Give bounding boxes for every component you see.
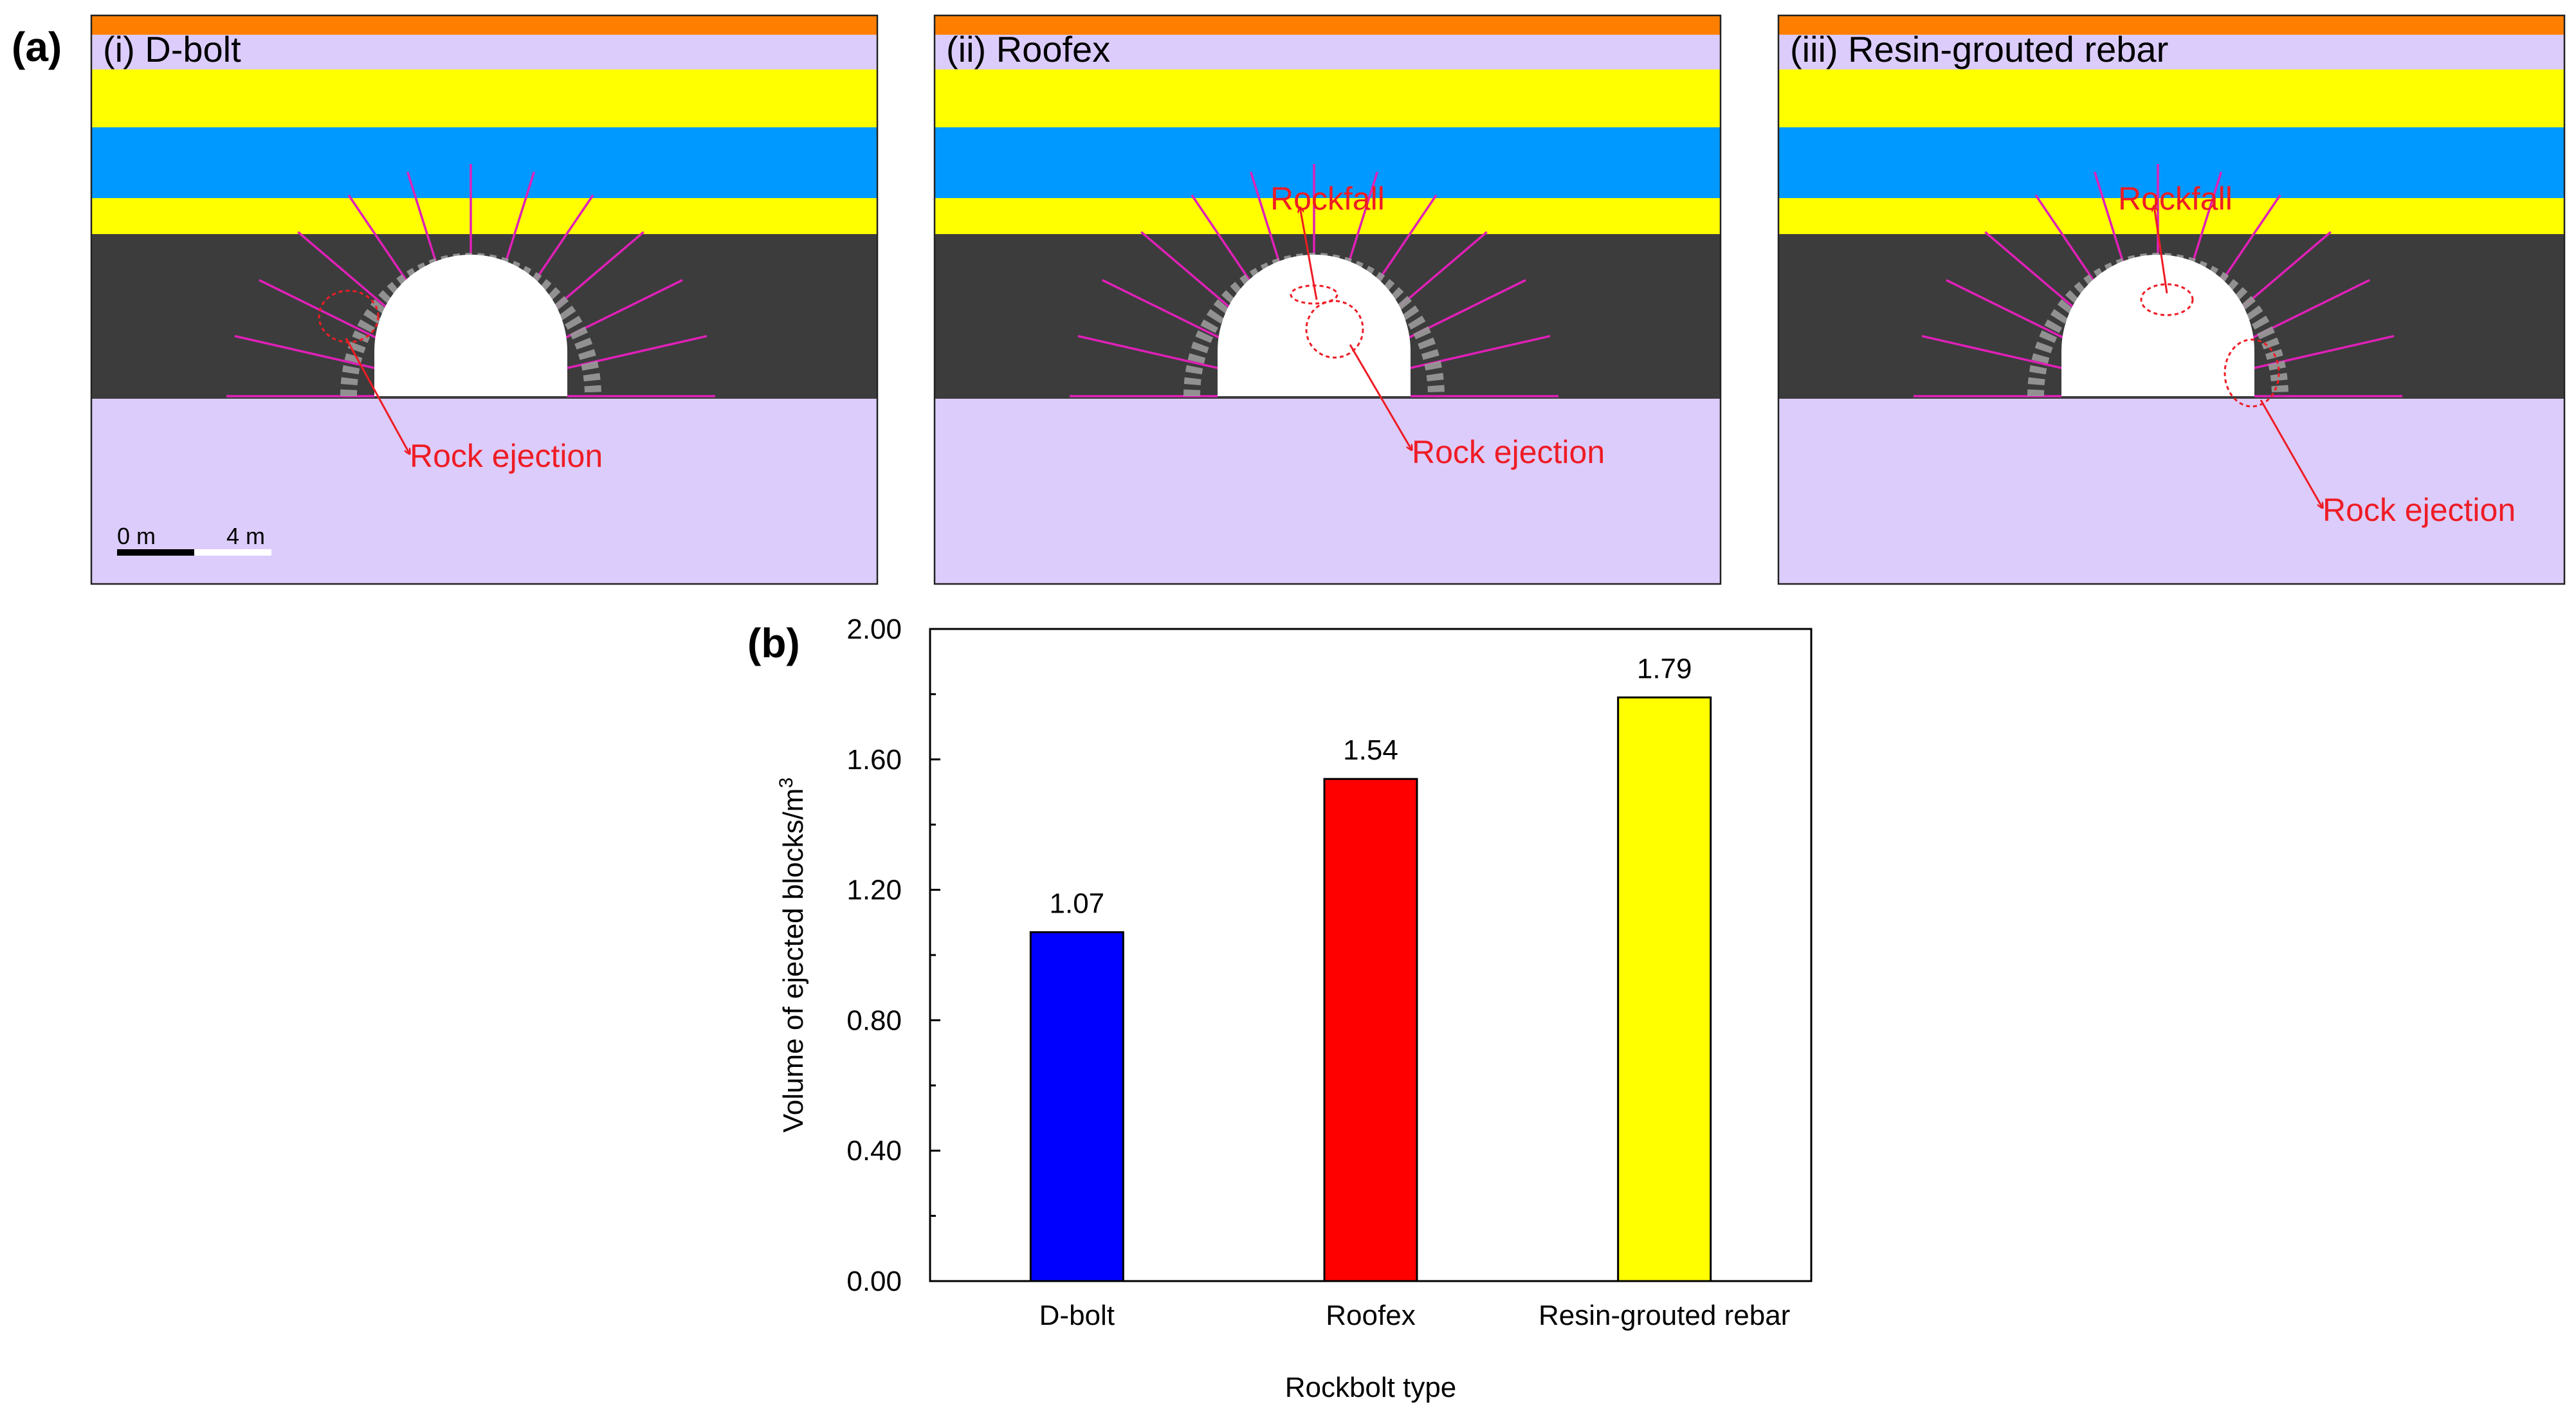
scale-end-label: 4 m [226, 523, 265, 549]
scale-bar-black [117, 549, 194, 556]
callout-arrow [2260, 399, 2323, 508]
rockbolts [226, 164, 715, 397]
panel-2: (ii) Roofex Rockfall Rock ejection [933, 14, 1722, 585]
layer-orange [91, 15, 877, 35]
rockbolt [1102, 278, 1231, 345]
y-tick-label: 0.40 [846, 1135, 902, 1167]
layer-lavender-lower [935, 399, 1721, 584]
panel-frame [90, 14, 879, 585]
rockbolt [259, 278, 388, 345]
panel-frame [1777, 14, 2566, 585]
bar-roofex [1323, 778, 1418, 1282]
y-tick-label: 1.60 [846, 744, 902, 776]
annotation-label: Rock ejection [1412, 434, 1605, 470]
damage-marker [2224, 338, 2280, 408]
bar-resin-grouted-rebar [1617, 696, 1712, 1282]
x-tick-label: Resin-grouted rebar [1539, 1300, 1790, 1331]
bar-value-label: 1.07 [1050, 888, 1105, 920]
panel-frame [933, 14, 1722, 585]
x-tick-label: Roofex [1326, 1300, 1415, 1331]
panel-title: (ii) Roofex [946, 29, 1110, 69]
panel-title: (iii) Resin-grouted rebar [1790, 29, 2168, 69]
callout-arrow [2154, 206, 2168, 294]
annotation-label: Rock ejection [410, 438, 603, 474]
layer-blue [935, 127, 1721, 198]
layer-yellow-lower [935, 198, 1721, 234]
layer-yellow-lower [1778, 198, 2564, 234]
x-tick-label: D-bolt [1039, 1300, 1115, 1331]
layer-yellow-lower [91, 198, 877, 234]
bar-d-bolt [1029, 931, 1124, 1282]
layer-lavender-upper [91, 35, 877, 69]
layer-lavender-upper [935, 35, 1721, 69]
bar-chart: 0.00 0.40 0.80 1.20 1.60 2.00 1.07 1.54 1.79 D-… [776, 614, 1813, 1403]
layer-yellow-upper [935, 69, 1721, 127]
panel-1: (i) D-bolt Rock ejection 0 m 4 m [90, 14, 879, 585]
x-axis-labels: D-bolt Roofex Resin-grouted rebar [1039, 1300, 1791, 1331]
simulation-panels: (i) D-bolt Rock ejection 0 m 4 m (ii) Roofex… [90, 14, 2566, 585]
x-axis-title: Rockbolt type [1285, 1372, 1457, 1403]
damage-marker [2140, 283, 2194, 316]
callout-arrow [1349, 344, 1412, 450]
scale-start-label: 0 m [117, 523, 156, 549]
y-tick-label: 2.00 [846, 614, 902, 645]
bars: 1.07 1.54 1.79 [1029, 653, 1712, 1282]
damage-marker [1305, 300, 1364, 359]
rockbolt [1140, 231, 1247, 322]
layer-lavender-lower [1778, 399, 2564, 584]
tunnel-opening [1218, 255, 1411, 396]
part-a-label: (a) [12, 24, 62, 70]
layer-orange [1778, 15, 2564, 35]
y-axis: 0.00 0.40 0.80 1.20 1.60 2.00 [846, 614, 940, 1297]
layer-blue [1778, 127, 2564, 198]
tunnel-opening [374, 255, 567, 396]
layer-blue [91, 127, 877, 198]
panel-3: (iii) Resin-grouted rebar Rockfall Rock ej… [1777, 14, 2566, 585]
y-tick-label: 0.00 [846, 1266, 902, 1297]
callout-arrow [345, 338, 410, 454]
bar-value-label: 1.79 [1637, 653, 1692, 684]
y-axis-title: Volume of ejected blocks/m3 [776, 778, 809, 1133]
panel-title: (i) D-bolt [103, 29, 241, 69]
layer-orange [935, 15, 1721, 35]
rockbolt [234, 334, 378, 370]
tunnel-opening [2061, 255, 2254, 396]
y-tick-label: 1.20 [846, 875, 902, 906]
scale-bar: 0 m 4 m [117, 523, 271, 556]
rockbolt [297, 231, 404, 322]
rockbolt [1946, 278, 2075, 345]
part-b-label: (b) [747, 620, 800, 666]
rockbolt [1984, 231, 2091, 322]
scale-bar-white [194, 549, 271, 556]
layer-lavender-upper [1778, 35, 2564, 69]
rockbolt [1077, 334, 1221, 370]
bar-value-label: 1.54 [1343, 734, 1398, 766]
annotation-label: Rock ejection [2323, 492, 2516, 528]
y-tick-label: 0.80 [846, 1005, 902, 1036]
layer-lavender-lower [91, 399, 877, 584]
annotation-label: Rockfall [1270, 181, 1385, 217]
callout-arrow [1300, 207, 1318, 300]
annotation-label: Rockfall [2118, 181, 2233, 217]
layer-yellow-upper [91, 69, 877, 127]
layer-yellow-upper [1778, 69, 2564, 127]
rockbolt [1921, 334, 2065, 370]
